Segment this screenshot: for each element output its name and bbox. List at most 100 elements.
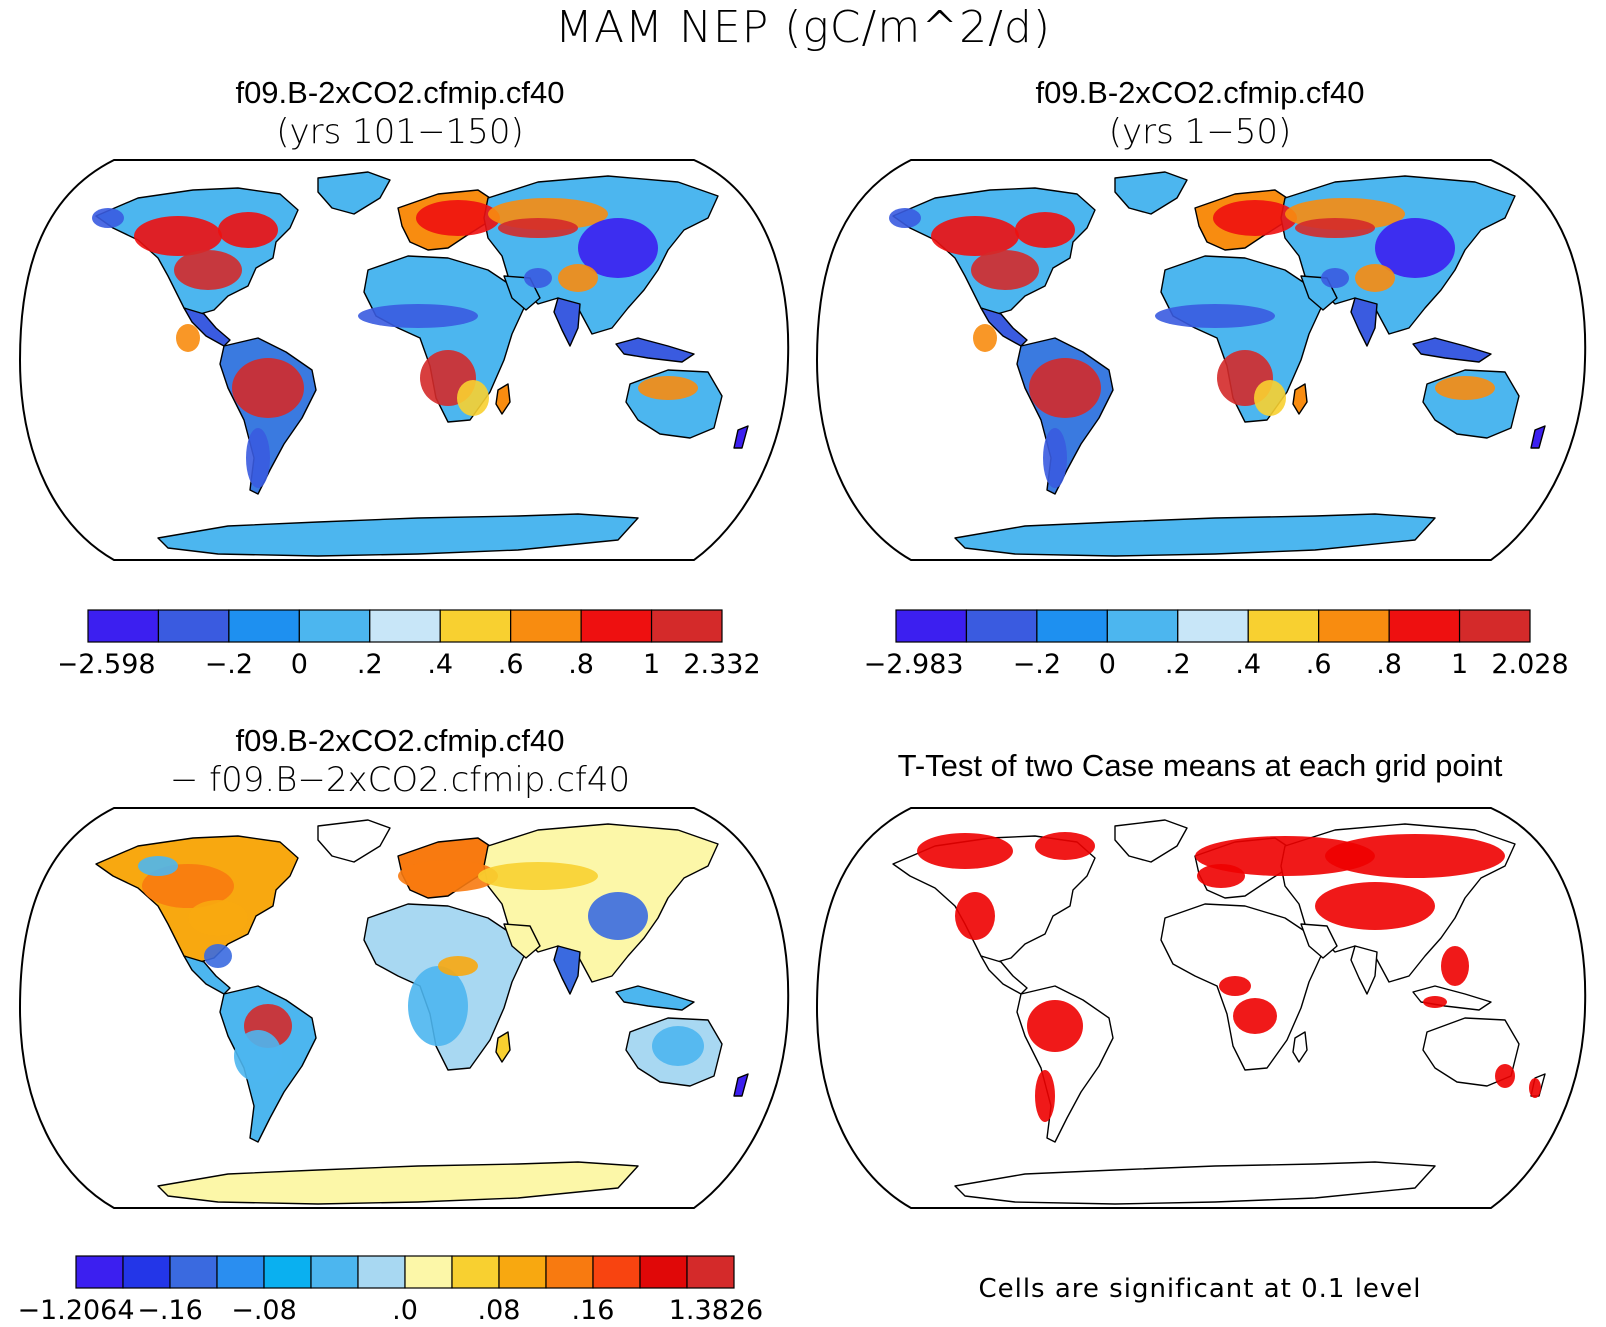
colorbar-swatch — [1388, 609, 1461, 643]
panel-title-top-right: f09.B-2xCO2.cfmip.cf40 (yrs 1−50) — [800, 74, 1600, 152]
map-feature-region — [232, 358, 304, 418]
map-feature-region — [1035, 1070, 1055, 1122]
colorbar-tick-label: .16 — [572, 1295, 615, 1326]
panel-title-line2: − f09.B−2xCO2.cfmip.cf40 — [169, 760, 631, 800]
ttest-title: T-Test of two Case means at each grid po… — [897, 748, 1503, 783]
colorbar-tick-label: .8 — [1376, 649, 1402, 680]
colorbar-bottom-left: −1.2064 −.16 −.08 .0 .08 .16 1.3826 — [17, 1255, 763, 1326]
map-feature-region — [1375, 218, 1455, 278]
colorbar-swatch — [310, 1255, 359, 1289]
map-feature-region — [1441, 946, 1469, 986]
continent-greenland — [1114, 171, 1188, 215]
panel-title-line2: (yrs 1−50) — [1108, 112, 1292, 152]
figure-title: MAM NEP (gC/m^2/d) — [554, 2, 1051, 53]
continent-india — [553, 297, 581, 347]
map-boundary — [815, 159, 1587, 561]
colorbar-swatch — [451, 1255, 500, 1289]
colorbar-swatch — [404, 1255, 453, 1289]
map-feature-region — [1043, 428, 1067, 488]
colorbar-tick-label: −2.598 — [60, 649, 156, 680]
continent-arabia — [1300, 923, 1338, 959]
colorbar-tick-label: .2 — [1165, 649, 1191, 680]
colorbar-swatch — [439, 609, 512, 643]
map-top-right — [815, 159, 1587, 561]
continent-greenland — [317, 819, 391, 863]
colorbar-tick-label: −1.2064 — [17, 1295, 134, 1326]
map-feature-region — [176, 324, 200, 352]
map-feature-region — [1233, 998, 1277, 1034]
map-feature-region — [498, 218, 578, 238]
map-feature-region — [204, 944, 232, 968]
colorbar-swatch — [1458, 609, 1531, 643]
continent-greenland — [317, 171, 391, 215]
map-feature-region — [917, 833, 1013, 869]
map-boundary — [815, 807, 1587, 1209]
colorbar-swatch — [650, 609, 723, 643]
continent-antarctica — [157, 513, 639, 557]
continent-centralAmerica — [980, 307, 1028, 347]
map-feature-region — [1213, 200, 1297, 236]
colorbar-swatch — [1106, 609, 1179, 643]
map-feature-region — [138, 856, 178, 876]
colorbar-tick-label: −.2 — [205, 649, 253, 680]
colorbar-swatch — [510, 609, 582, 643]
colorbar-swatch — [298, 609, 371, 643]
map-feature-region — [588, 892, 648, 940]
continent-india — [1350, 945, 1378, 995]
colorbar-swatch — [545, 1255, 594, 1289]
colorbar-tick-label: .8 — [568, 649, 594, 680]
map-boundary — [18, 807, 790, 1209]
colorbar-swatch — [369, 609, 441, 643]
map-feature-region — [408, 966, 468, 1046]
colorbar-top-left: −2.598 −.2 0 .2 .4 .6 .8 1 2.332 — [60, 609, 761, 680]
map-feature-region — [134, 216, 222, 256]
colorbar-tick-label: .0 — [392, 1295, 418, 1326]
panel-title-line1: f09.B-2xCO2.cfmip.cf40 — [235, 723, 565, 758]
map-feature-region — [1423, 996, 1447, 1008]
colorbar-top-right: −2.983 −.2 0 .2 .4 .6 .8 1 2.028 — [864, 609, 1569, 680]
colorbar-swatch — [686, 1255, 735, 1289]
map-bottom-right — [815, 807, 1587, 1209]
map-bottom-left — [18, 807, 790, 1209]
map-feature-region — [955, 892, 995, 940]
map-feature-region — [234, 1030, 282, 1082]
continent-madagascar — [1292, 1031, 1308, 1063]
map-feature-region — [971, 250, 1039, 290]
colorbar-tick-label: −.08 — [231, 1295, 297, 1326]
map-feature-region — [1219, 976, 1251, 996]
continent-india — [1350, 297, 1378, 347]
map-feature-region — [174, 250, 242, 290]
continent-newZealand — [1530, 425, 1546, 449]
map-feature-region — [1029, 358, 1101, 418]
map-feature-region — [1195, 836, 1375, 876]
map-feature-region — [1295, 218, 1375, 238]
significance-note: Cells are significant at 0.1 level — [978, 1274, 1422, 1304]
map-feature-region — [652, 1026, 704, 1066]
colorbar-swatch — [498, 1255, 547, 1289]
colorbar-tick-label: .6 — [498, 649, 524, 680]
continent-arabia — [503, 923, 541, 959]
continent-indonesia — [1412, 985, 1492, 1011]
colorbar-tick-label: .4 — [427, 649, 453, 680]
continent-madagascar — [495, 1031, 511, 1063]
panel-title-top-left: f09.B-2xCO2.cfmip.cf40 (yrs 101−150) — [0, 74, 800, 152]
colorbar-swatch — [1036, 609, 1108, 643]
map-feature-region — [973, 324, 997, 352]
continent-centralAmerica — [183, 955, 231, 995]
colorbar-swatch — [157, 609, 230, 643]
colorbar-tick-label: .4 — [1235, 649, 1261, 680]
map-feature-region — [1027, 1000, 1083, 1052]
map-feature-region — [931, 216, 1019, 256]
colorbar-swatch — [1318, 609, 1390, 643]
panel-title-line2: (yrs 101−150) — [276, 112, 524, 152]
map-feature-region — [398, 860, 498, 892]
map-feature-region — [188, 900, 248, 936]
continent-madagascar — [1292, 383, 1308, 415]
colorbar-swatch — [75, 1255, 124, 1289]
colorbar-tick-label: −.2 — [1013, 649, 1061, 680]
map-feature-region — [1155, 304, 1275, 328]
map-feature-region — [1035, 832, 1095, 860]
map-feature-region — [578, 218, 658, 278]
continent-madagascar — [495, 383, 511, 415]
map-feature-region — [218, 212, 278, 248]
